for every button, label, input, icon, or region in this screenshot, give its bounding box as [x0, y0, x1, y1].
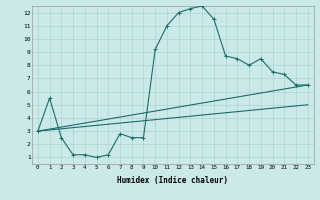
X-axis label: Humidex (Indice chaleur): Humidex (Indice chaleur)	[117, 176, 228, 185]
